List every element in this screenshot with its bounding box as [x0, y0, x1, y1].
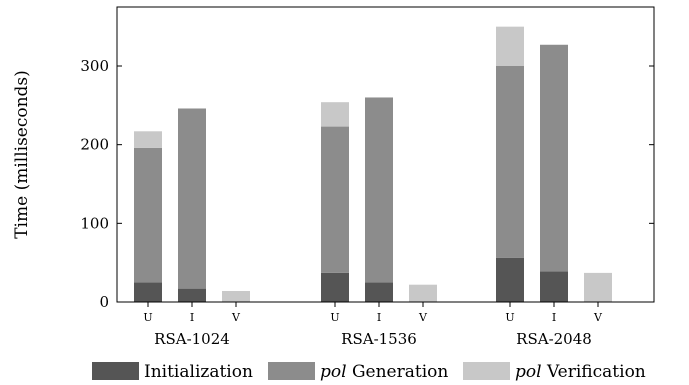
- legend-swatch: [92, 362, 139, 380]
- bars-layer: [134, 26, 612, 302]
- bar-segment-rsa-2048-v-series-2: [584, 272, 612, 302]
- bar-segment-rsa-1536-u-series-1: [321, 126, 349, 273]
- x-group-label: RSA-1024: [154, 330, 230, 348]
- legend-label: pol Generation: [320, 362, 448, 382]
- legend-swatch: [268, 362, 315, 380]
- x-sub-tick-label: U: [143, 311, 152, 324]
- bar-segment-rsa-1024-i-series-0: [178, 288, 206, 302]
- legend: Initialization pol Generation pol Verifica…: [92, 362, 646, 382]
- bar-segment-rsa-1536-i-series-1: [365, 97, 393, 283]
- x-group-label: RSA-1536: [341, 330, 417, 348]
- x-sub-tick-label: V: [418, 311, 428, 324]
- plot-frame: [116, 6, 655, 303]
- y-tick-label: 300: [80, 57, 109, 75]
- legend-swatch: [463, 362, 510, 380]
- bar-segment-rsa-1024-i-series-1: [178, 108, 206, 289]
- y-axis: 0 100 200 300: [80, 57, 654, 311]
- bar-segment-rsa-2048-i-series-0: [540, 271, 568, 302]
- x-group-label: RSA-2048: [516, 330, 592, 348]
- bar-segment-rsa-1536-u-series-2: [321, 102, 349, 127]
- bar-segment-rsa-2048-i-series-1: [540, 44, 568, 272]
- x-sub-tick-label: I: [377, 311, 381, 324]
- bar-segment-rsa-1024-u-series-1: [134, 147, 162, 283]
- y-tick-label: 100: [80, 214, 109, 232]
- x-sub-tick-label: V: [593, 311, 603, 324]
- bar-segment-rsa-1024-v-series-2: [222, 290, 250, 302]
- y-axis-label: Time (milliseconds): [12, 70, 32, 239]
- x-sub-tick-label: I: [552, 311, 556, 324]
- bar-segment-rsa-1024-u-series-0: [134, 282, 162, 302]
- x-sub-tick-label: U: [330, 311, 339, 324]
- bar-segment-rsa-1536-v-series-2: [409, 284, 437, 302]
- legend-label: Initialization: [144, 362, 253, 382]
- y-tick-label: 0: [99, 293, 109, 311]
- bar-segment-rsa-1536-i-series-0: [365, 282, 393, 302]
- legend-label: pol Verification: [515, 362, 646, 382]
- x-sub-tick-label: I: [190, 311, 194, 324]
- bar-segment-rsa-1024-u-series-2: [134, 131, 162, 148]
- bar-segment-rsa-2048-u-series-2: [496, 26, 524, 67]
- bar-segment-rsa-2048-u-series-1: [496, 66, 524, 258]
- x-sub-tick-label: U: [505, 311, 514, 324]
- bar-segment-rsa-1536-u-series-0: [321, 272, 349, 302]
- x-sub-tick-label: V: [231, 311, 241, 324]
- y-tick-label: 200: [80, 136, 109, 154]
- bar-segment-rsa-2048-u-series-0: [496, 257, 524, 302]
